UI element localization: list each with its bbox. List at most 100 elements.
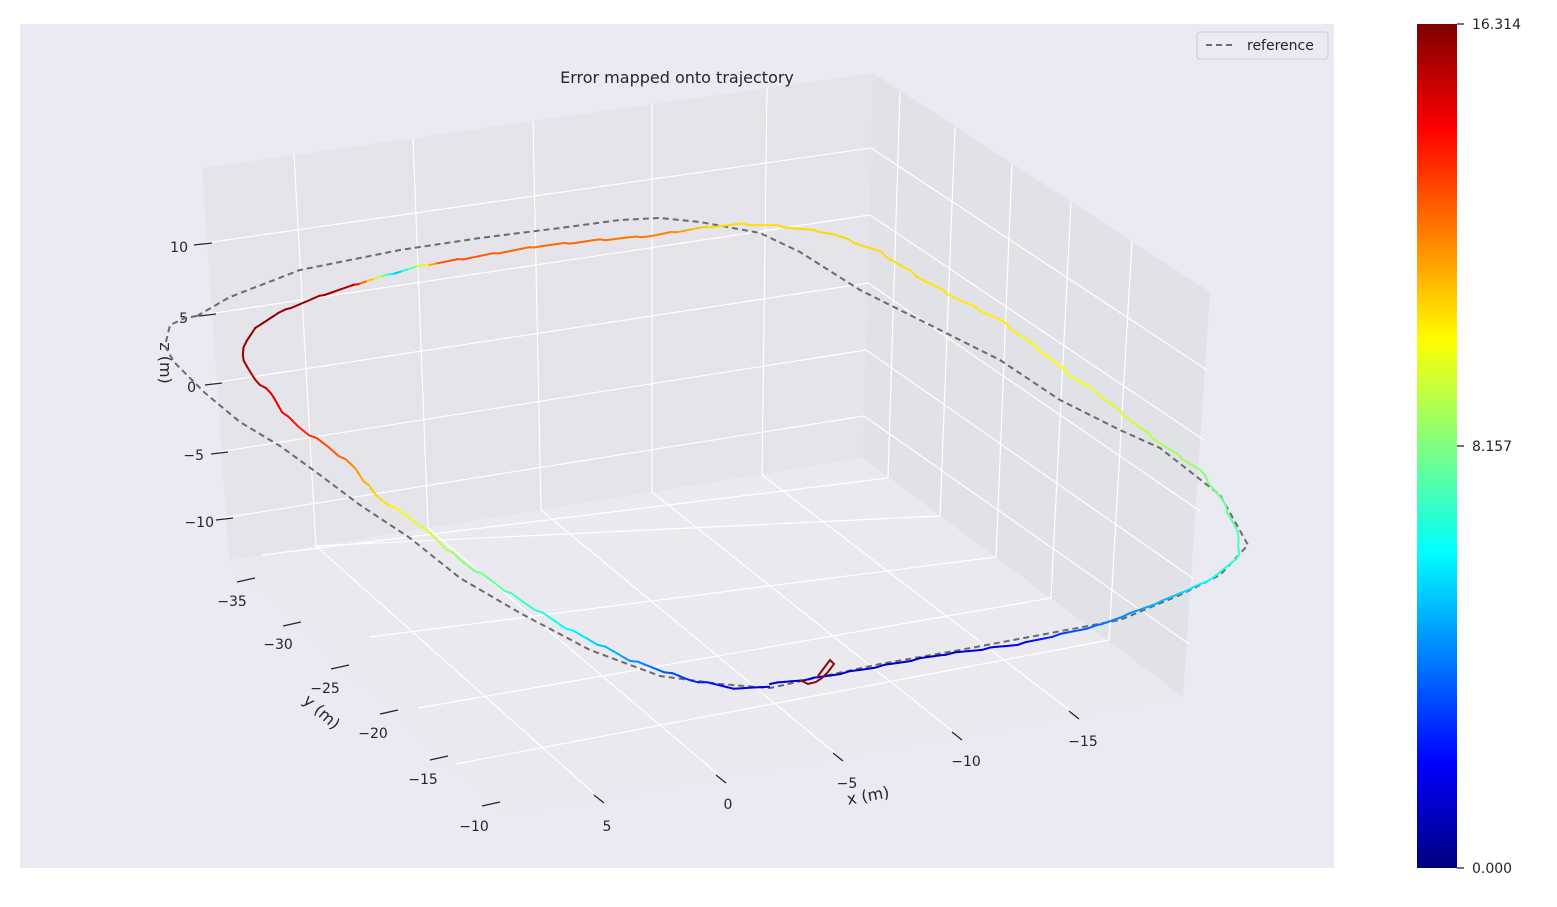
estimate-segment bbox=[349, 463, 357, 471]
estimate-segment bbox=[889, 662, 899, 665]
estimate-segment bbox=[734, 222, 744, 226]
estimate-segment bbox=[297, 301, 307, 306]
estimate-segment bbox=[440, 543, 448, 551]
series-estimate-line bbox=[241, 222, 1241, 690]
estimate-segment bbox=[1055, 362, 1064, 369]
legend-label-reference: reference bbox=[1247, 38, 1314, 54]
estimate-segment bbox=[449, 258, 459, 262]
estimate-segment bbox=[274, 398, 280, 407]
estimate-segment bbox=[1199, 469, 1207, 477]
estimate-segment bbox=[564, 627, 575, 632]
estimate-segment bbox=[1034, 344, 1041, 352]
y-tick-label: −25 bbox=[310, 681, 340, 697]
estimate-segment bbox=[839, 670, 850, 676]
estimate-segment bbox=[1107, 401, 1116, 408]
estimate-segment bbox=[290, 304, 300, 309]
estimate-segment bbox=[1141, 428, 1150, 434]
estimate-segment bbox=[241, 346, 245, 356]
estimate-segment bbox=[960, 650, 970, 653]
estimate-segment bbox=[1128, 610, 1137, 615]
estimate-segment bbox=[732, 687, 744, 690]
estimate-segment bbox=[1065, 372, 1074, 379]
estimate-segment bbox=[627, 235, 637, 239]
estimate-segment bbox=[918, 656, 928, 660]
estimate-segment bbox=[967, 302, 976, 308]
estimate-segment bbox=[859, 244, 869, 249]
estimate-segment bbox=[1072, 376, 1081, 383]
estimate-segment bbox=[1181, 458, 1190, 464]
estimate-segment bbox=[922, 279, 931, 285]
estimate-segment bbox=[425, 528, 433, 535]
estimate-segment bbox=[1204, 474, 1210, 484]
estimate-segment bbox=[911, 270, 918, 278]
estimate-segment bbox=[414, 264, 424, 269]
estimate-segment bbox=[258, 383, 268, 390]
estimate-segment bbox=[610, 649, 619, 655]
estimate-segment bbox=[1186, 584, 1197, 592]
estimate-segment bbox=[832, 673, 842, 676]
estimate-segment bbox=[441, 259, 452, 264]
estimate-segment bbox=[1230, 557, 1238, 564]
estimate-segment bbox=[989, 645, 999, 649]
estimate-segment bbox=[1066, 630, 1075, 634]
estimate-segment bbox=[671, 672, 680, 677]
colorbar-mid-label: 8.157 bbox=[1472, 439, 1512, 455]
estimate-segment bbox=[690, 679, 700, 684]
estimate-segment bbox=[616, 652, 625, 659]
colorbar-max-label: 16.314 bbox=[1472, 17, 1521, 33]
estimate-segment bbox=[980, 646, 992, 651]
estimate-segment bbox=[277, 405, 284, 414]
estimate-segment bbox=[584, 636, 593, 643]
estimate-segment bbox=[840, 235, 850, 240]
estimate-segment bbox=[1233, 524, 1239, 533]
estimate-segment bbox=[612, 237, 622, 241]
estimate-segment bbox=[1094, 622, 1104, 627]
estimate-segment bbox=[1061, 366, 1068, 375]
estimate-segment bbox=[568, 241, 579, 245]
estimate-segment bbox=[462, 256, 472, 261]
estimate-segment bbox=[622, 656, 631, 662]
estimate-segment bbox=[1113, 405, 1122, 412]
estimate-segment bbox=[576, 240, 586, 244]
estimate-segment bbox=[790, 227, 800, 230]
estimate-segment bbox=[978, 310, 988, 315]
estimate-segment bbox=[655, 232, 665, 236]
estimate-segment bbox=[452, 551, 460, 559]
estimate-segment bbox=[364, 278, 375, 283]
estimate-segment bbox=[253, 378, 261, 386]
estimate-segment bbox=[1002, 644, 1012, 648]
colorbar: 16.314 8.157 0.000 bbox=[1417, 17, 1521, 877]
estimate-segment bbox=[382, 500, 391, 507]
estimate-segment bbox=[712, 682, 722, 687]
estimate-segment bbox=[726, 223, 736, 227]
estimate-segment bbox=[898, 263, 907, 270]
estimate-segment bbox=[973, 305, 981, 312]
estimate-segment bbox=[1091, 387, 1098, 395]
estimate-segment bbox=[985, 312, 995, 318]
estimate-segment bbox=[1237, 545, 1241, 555]
estimate-segment bbox=[277, 308, 287, 314]
estimate-segment bbox=[1157, 441, 1166, 448]
estimate-segment bbox=[330, 288, 340, 294]
estimate-segment bbox=[999, 318, 1008, 325]
estimate-segment bbox=[677, 674, 687, 680]
z-tick-label: 10 bbox=[170, 240, 188, 256]
estimate-segment bbox=[676, 229, 686, 234]
estimate-segment bbox=[486, 576, 495, 584]
estimate-segment bbox=[1120, 612, 1131, 619]
estimate-segment bbox=[357, 280, 367, 286]
estimate-segment bbox=[885, 256, 894, 262]
estimate-segment bbox=[434, 261, 444, 265]
estimate-segment bbox=[492, 581, 500, 588]
estimate-segment bbox=[812, 675, 822, 679]
colorbar-gradient bbox=[1417, 24, 1457, 868]
estimate-segment bbox=[1207, 576, 1215, 582]
estimate-segment bbox=[511, 592, 519, 599]
estimate-segment bbox=[1168, 594, 1177, 599]
estimate-segment bbox=[725, 686, 735, 690]
estimate-segment bbox=[883, 662, 892, 666]
estimate-segment bbox=[604, 238, 615, 242]
estimate-segment bbox=[1051, 632, 1062, 638]
estimate-segment bbox=[1201, 579, 1210, 585]
